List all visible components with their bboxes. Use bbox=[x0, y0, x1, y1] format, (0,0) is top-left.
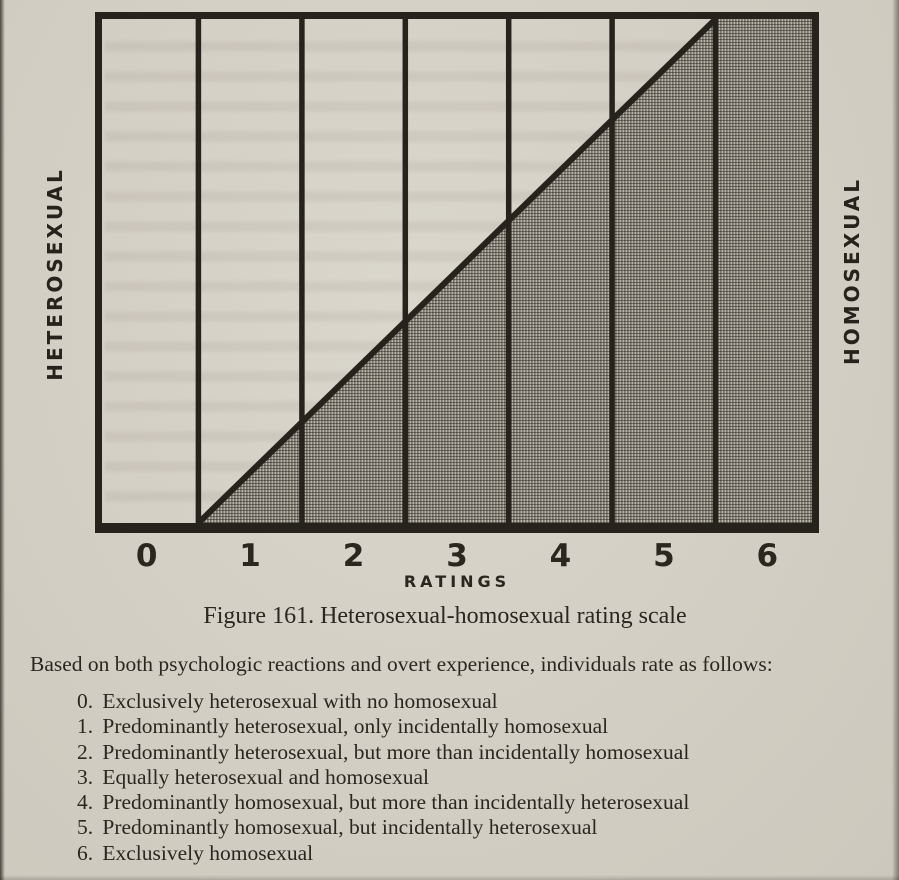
rating-description: Predominantly homosexual, but more than … bbox=[102, 790, 690, 815]
tick-label-0: 0 bbox=[135, 538, 158, 574]
rating-number: 0. bbox=[77, 689, 94, 713]
rating-number: 4. bbox=[77, 790, 94, 815]
rating-description: Equally heterosexual and homosexual bbox=[102, 764, 429, 789]
tick-label-4: 4 bbox=[549, 538, 572, 574]
rating-description: Predominantly heterosexual, only inciden… bbox=[102, 714, 609, 739]
rating-definitions-list: 0. Exclusively heterosexual with no homo… bbox=[77, 689, 877, 866]
list-item: 3. Equally heterosexual and homosexual bbox=[77, 765, 877, 790]
rating-number: 3. bbox=[77, 764, 94, 789]
list-item: 0. Exclusively heterosexual with no homo… bbox=[77, 689, 877, 714]
list-item: 1. Predominantly heterosexual, only inci… bbox=[77, 714, 877, 739]
tick-label-5: 5 bbox=[653, 538, 675, 574]
rating-description: Predominantly homosexual, but incidental… bbox=[102, 815, 598, 840]
list-item: 5. Predominantly homosexual, but inciden… bbox=[77, 815, 877, 840]
page-edge-shadow-right bbox=[892, 0, 899, 880]
rating-number: 2. bbox=[77, 739, 94, 764]
list-item: 6. Exclusively homosexual bbox=[77, 841, 877, 866]
list-item: 4. Predominantly homosexual, but more th… bbox=[77, 790, 877, 815]
rating-number: 6. bbox=[77, 840, 94, 865]
rating-number: 5. bbox=[77, 815, 94, 840]
list-item: 2. Predominantly heterosexual, but more … bbox=[77, 740, 877, 765]
tick-label-2: 2 bbox=[342, 538, 365, 574]
tick-label-3: 3 bbox=[446, 538, 468, 574]
figure-caption: Figure 161. Heterosexual-homosexual rati… bbox=[203, 603, 687, 629]
x-axis-title: RATINGS bbox=[403, 572, 511, 591]
heterosexual-axis-label: HETEROSEXUAL bbox=[43, 167, 67, 381]
rating-scale-figure bbox=[95, 12, 819, 533]
page-edge-shadow-bottom bbox=[0, 875, 899, 880]
homosexual-axis-label: HOMOSEXUAL bbox=[840, 177, 864, 365]
diagonal-line bbox=[196, 16, 718, 526]
page-edge-shadow-left bbox=[0, 0, 5, 880]
tick-label-1: 1 bbox=[239, 538, 261, 574]
rating-number: 1. bbox=[77, 714, 94, 739]
intro-paragraph: Based on both psychologic reactions and … bbox=[30, 652, 773, 676]
figure-line-art bbox=[95, 12, 819, 533]
tick-label-6: 6 bbox=[756, 538, 779, 574]
rating-description: Exclusively heterosexual with no homosex… bbox=[102, 689, 498, 713]
rating-description: Predominantly heterosexual, but more tha… bbox=[102, 739, 690, 764]
rating-description: Exclusively homosexual bbox=[102, 840, 314, 865]
